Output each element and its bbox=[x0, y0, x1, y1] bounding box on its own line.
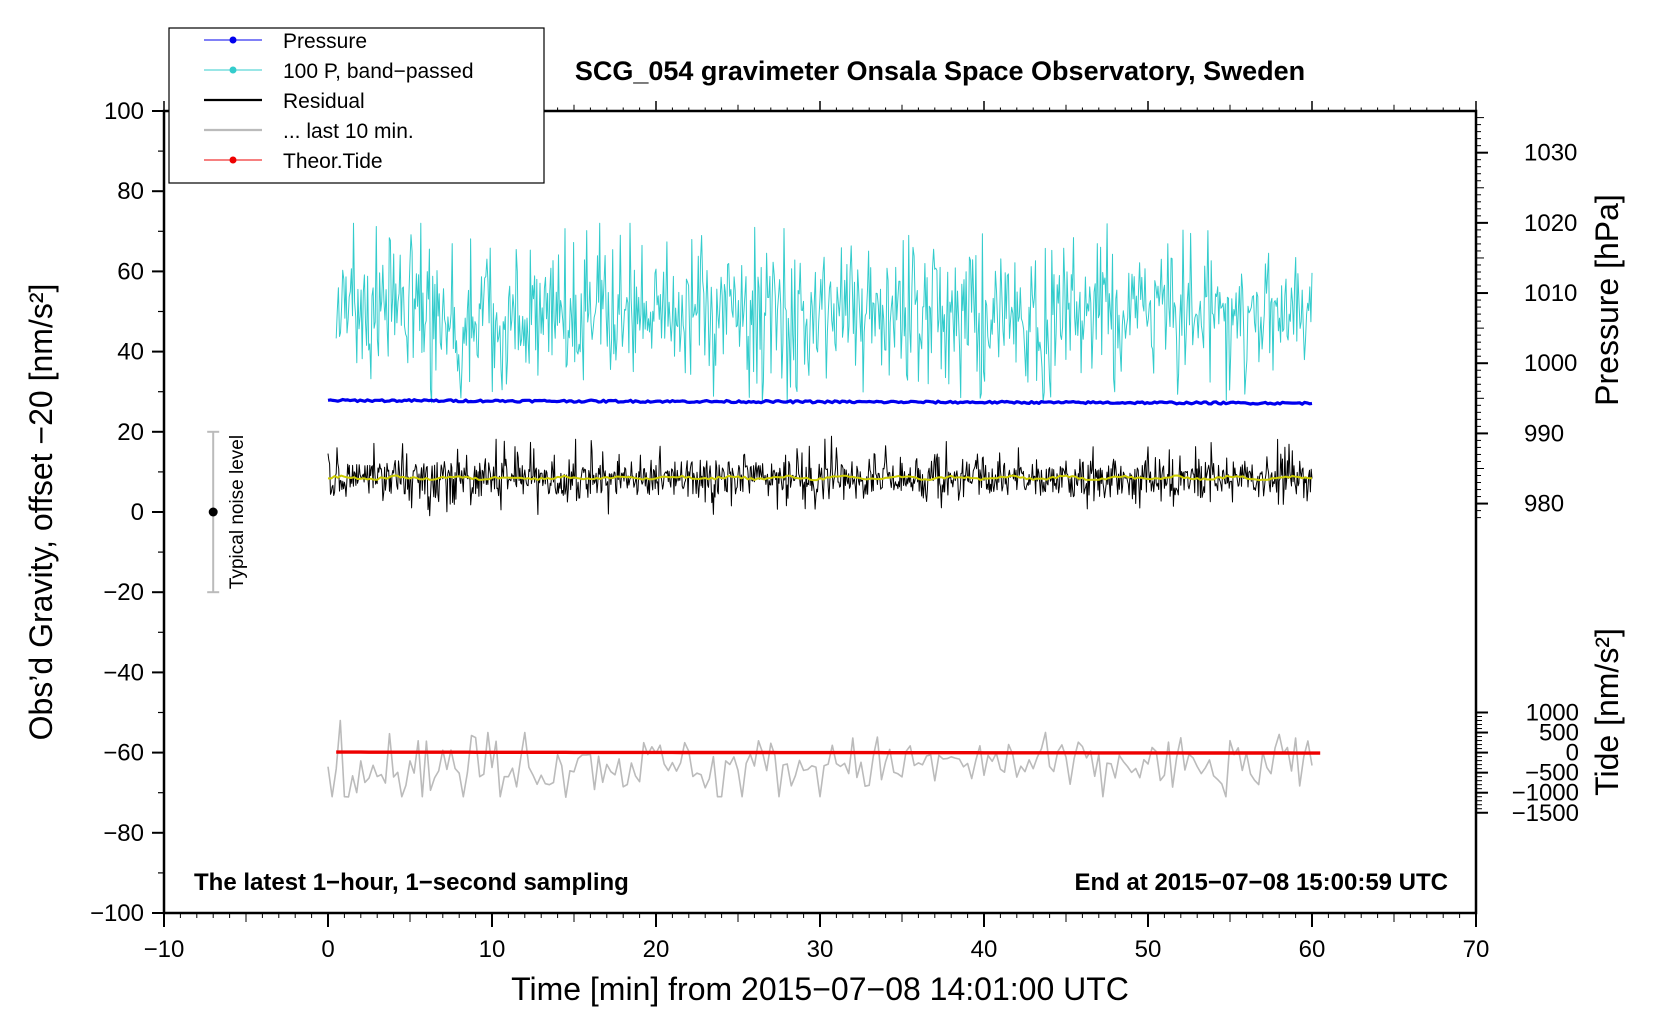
legend-label-last-10-min: ... last 10 min. bbox=[283, 120, 414, 143]
x-tick-label: 20 bbox=[643, 936, 670, 963]
y-tick-label-left: −80 bbox=[103, 820, 144, 847]
y-tick-label-left: 20 bbox=[117, 419, 144, 446]
x-tick-label: 60 bbox=[1299, 936, 1326, 963]
x-tick-label: 40 bbox=[971, 936, 998, 963]
y-tick-label-pressure: 1000 bbox=[1524, 350, 1577, 377]
y-tick-label-tide: 1000 bbox=[1526, 700, 1579, 727]
legend-label-bandpassed: 100 P, band−passed bbox=[283, 60, 474, 83]
series-last-10-min-line bbox=[327, 719, 1313, 799]
y-tick-label-left: 40 bbox=[117, 339, 144, 366]
axes-layer: −10 0 10 20 30 40 50 60 70−100−80−60−40−20020406… bbox=[90, 98, 1579, 963]
y-tick-label-tide: −1000 bbox=[1512, 780, 1579, 807]
y-tick-label-tide: 500 bbox=[1539, 720, 1579, 747]
legend: Pressure 100 P, band−passed Residual ...… bbox=[168, 27, 545, 184]
x-tick-label: 30 bbox=[807, 936, 834, 963]
legend-sample-marker bbox=[229, 66, 237, 74]
series-theor-tide-line bbox=[336, 750, 1321, 755]
x-tick-label: 0 bbox=[321, 936, 334, 963]
y-axis-tide-title: Tide [nm/s²] bbox=[1589, 628, 1625, 796]
x-tick-label: 70 bbox=[1463, 936, 1490, 963]
noise-level-label: Typical noise level bbox=[227, 435, 248, 589]
legend-label-residual: Residual bbox=[283, 90, 365, 113]
annotation-end-time: End at 2015−07−08 15:00:59 UTC bbox=[1074, 869, 1448, 896]
y-tick-label-left: 0 bbox=[131, 499, 144, 526]
x-axis-title: Time [min] from 2015−07−08 14:01:00 UTC bbox=[511, 971, 1129, 1007]
plot-frame bbox=[162, 109, 1478, 915]
y-tick-label-left: −60 bbox=[103, 740, 144, 767]
y-tick-label-pressure: 1030 bbox=[1524, 140, 1577, 167]
y-tick-label-pressure: 980 bbox=[1524, 491, 1564, 518]
x-tick-label: 50 bbox=[1135, 936, 1162, 963]
y-tick-label-pressure: 990 bbox=[1524, 420, 1564, 447]
y-tick-label-left: 60 bbox=[117, 258, 144, 285]
y-tick-label-tide: 0 bbox=[1566, 740, 1579, 767]
y-tick-label-left: 80 bbox=[117, 178, 144, 205]
legend-sample-marker bbox=[229, 36, 237, 44]
y-tick-label-left: −20 bbox=[103, 579, 144, 606]
y-tick-label-left: −40 bbox=[103, 659, 144, 686]
series-layer bbox=[207, 222, 1321, 799]
y-tick-label-tide: −500 bbox=[1525, 760, 1579, 787]
y-tick-label-pressure: 1010 bbox=[1524, 280, 1577, 307]
y-axis-left-title: Obs’d Gravity, offset −20 [nm/s²] bbox=[23, 284, 59, 741]
series-bandpassed-line bbox=[335, 222, 1313, 405]
y-tick-label-pressure: 1020 bbox=[1524, 210, 1577, 237]
noise-level-dot bbox=[208, 507, 218, 517]
y-tick-label-tide: −1500 bbox=[1512, 800, 1579, 827]
y-axis-pressure-title: Pressure [hPa] bbox=[1589, 194, 1625, 406]
series-residual-line bbox=[327, 435, 1313, 517]
x-tick-label: −10 bbox=[144, 936, 185, 963]
series-residual-smoothed-line bbox=[328, 474, 1312, 482]
legend-label-theor-tide: Theor.Tide bbox=[283, 150, 383, 173]
chart-title: SCG_054 gravimeter Onsala Space Observat… bbox=[575, 56, 1305, 86]
annotation-sampling: The latest 1−hour, 1−second sampling bbox=[194, 869, 629, 896]
series-pressure-line bbox=[327, 397, 1313, 406]
y-tick-label-left: 100 bbox=[104, 98, 144, 125]
y-tick-label-left: −100 bbox=[90, 900, 144, 927]
x-tick-label: 10 bbox=[479, 936, 506, 963]
legend-label-pressure: Pressure bbox=[283, 30, 367, 53]
legend-sample-marker bbox=[229, 156, 237, 164]
